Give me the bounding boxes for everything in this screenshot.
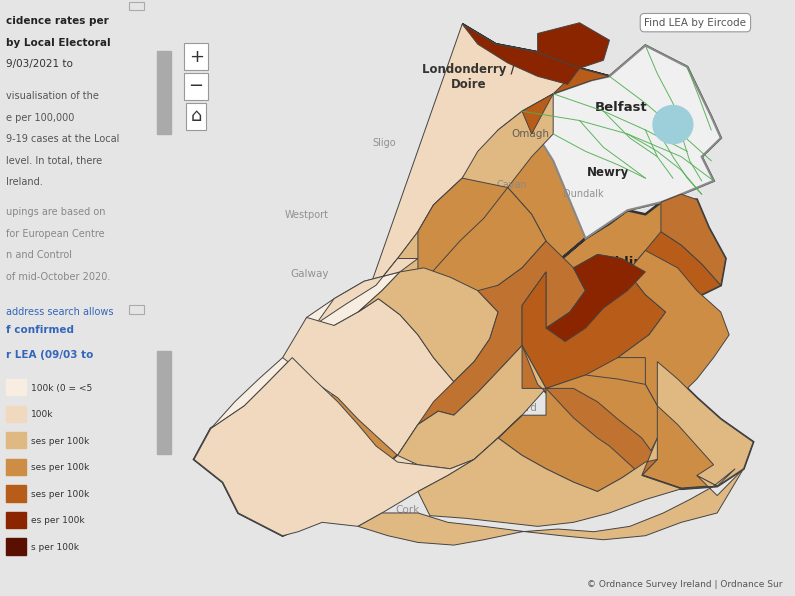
Text: ses per 100k: ses per 100k — [31, 437, 89, 446]
Text: Westport: Westport — [285, 210, 328, 219]
Text: Cavan: Cavan — [496, 180, 527, 190]
Polygon shape — [358, 268, 498, 381]
Text: Sligo: Sligo — [372, 138, 396, 148]
Text: by Local Electoral: by Local Electoral — [6, 38, 111, 48]
Bar — [6, 432, 26, 448]
Polygon shape — [522, 232, 721, 389]
Bar — [6, 538, 26, 555]
Bar — [6, 406, 26, 422]
Text: 9/03/2021 to: 9/03/2021 to — [6, 60, 73, 69]
Polygon shape — [418, 178, 546, 335]
Text: Cork: Cork — [396, 505, 420, 514]
Text: Find LEA by Eircode: Find LEA by Eircode — [645, 18, 747, 27]
Text: cidence rates per: cidence rates per — [6, 16, 109, 26]
Polygon shape — [211, 272, 400, 429]
Polygon shape — [412, 188, 546, 335]
Polygon shape — [546, 389, 657, 476]
Text: es per 100k: es per 100k — [31, 516, 84, 525]
Text: 100k (0 = <5: 100k (0 = <5 — [31, 384, 92, 393]
Polygon shape — [293, 259, 418, 358]
Text: f confirmed: f confirmed — [6, 325, 74, 334]
Polygon shape — [522, 69, 610, 134]
Bar — [6, 459, 26, 475]
Bar — [129, 2, 144, 11]
Text: Dublin: Dublin — [595, 256, 644, 269]
Text: Waterford: Waterford — [486, 403, 537, 413]
Polygon shape — [194, 24, 753, 536]
Text: level. In total, there: level. In total, there — [6, 156, 103, 166]
Text: Belfast: Belfast — [595, 101, 647, 114]
Bar — [6, 379, 26, 395]
Polygon shape — [398, 346, 546, 469]
Text: for European Centre: for European Centre — [6, 229, 105, 239]
Polygon shape — [657, 362, 753, 486]
Polygon shape — [618, 250, 729, 406]
Text: of mid-October 2020.: of mid-October 2020. — [6, 272, 111, 282]
Text: Newbridge: Newbridge — [541, 277, 594, 286]
Text: Galway: Galway — [290, 269, 328, 279]
Polygon shape — [522, 45, 721, 238]
Text: r LEA (09/03 to: r LEA (09/03 to — [6, 350, 94, 359]
Text: −: − — [188, 77, 204, 95]
Bar — [129, 305, 144, 314]
Text: n and Control: n and Control — [6, 250, 72, 260]
Text: visualisation of the: visualisation of the — [6, 91, 99, 101]
Text: Omagh: Omagh — [511, 129, 549, 139]
Text: 100k: 100k — [31, 410, 53, 419]
Bar — [157, 351, 171, 454]
Text: Wexford: Wexford — [568, 386, 611, 395]
Text: 9-19 cases at the Local: 9-19 cases at the Local — [6, 134, 119, 144]
Text: Ennis: Ennis — [324, 335, 351, 344]
Polygon shape — [358, 438, 743, 545]
Text: upings are based on: upings are based on — [6, 207, 106, 218]
Polygon shape — [283, 299, 454, 455]
Circle shape — [653, 105, 692, 144]
Text: ⌂: ⌂ — [191, 107, 202, 125]
Polygon shape — [293, 94, 553, 358]
Polygon shape — [537, 23, 610, 69]
Text: address search allows: address search allows — [6, 306, 114, 316]
Text: ses per 100k: ses per 100k — [31, 463, 89, 472]
Bar — [6, 485, 26, 502]
Polygon shape — [661, 194, 726, 285]
Text: Dundalk: Dundalk — [563, 189, 603, 198]
Polygon shape — [498, 375, 657, 492]
Text: ses per 100k: ses per 100k — [31, 490, 89, 499]
Polygon shape — [546, 254, 646, 342]
Text: Limerick: Limerick — [340, 366, 385, 375]
Text: e per 100,000: e per 100,000 — [6, 113, 75, 123]
Text: Ireland.: Ireland. — [6, 177, 43, 187]
Polygon shape — [418, 241, 585, 424]
Text: +: + — [188, 48, 204, 66]
Text: s per 100k: s per 100k — [31, 543, 79, 552]
Polygon shape — [194, 358, 522, 536]
Text: © Ordnance Survey Ireland | Ordnance Sur: © Ordnance Survey Ireland | Ordnance Sur — [587, 580, 782, 589]
Polygon shape — [522, 346, 657, 476]
Polygon shape — [194, 24, 591, 536]
Text: Athlone: Athlone — [421, 252, 459, 261]
Bar — [157, 51, 171, 134]
Text: Kilkenny: Kilkenny — [512, 344, 553, 353]
Polygon shape — [462, 24, 580, 85]
Text: Londonderry /
Doire: Londonderry / Doire — [422, 64, 514, 91]
Bar — [6, 512, 26, 528]
Text: Newry: Newry — [587, 166, 630, 179]
Text: Tralee: Tralee — [258, 448, 287, 458]
Polygon shape — [334, 402, 474, 513]
